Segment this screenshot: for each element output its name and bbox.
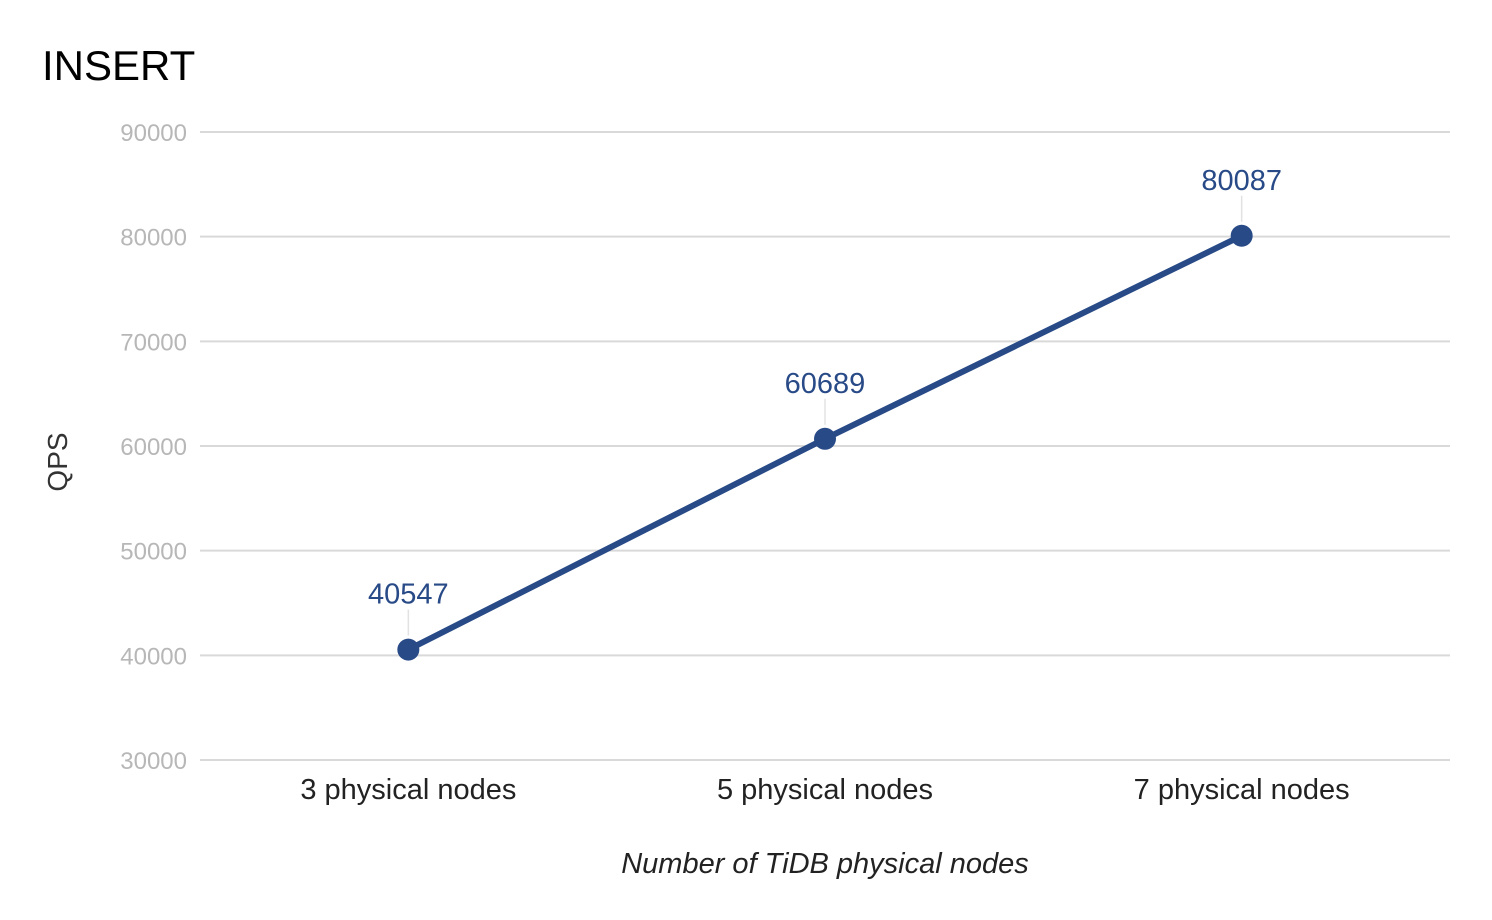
- y-tick-label: 90000: [120, 120, 187, 147]
- y-axis-ticks: 30000 40000 50000 60000 70000 80000 90000: [120, 120, 187, 775]
- data-label: 80087: [1201, 165, 1282, 197]
- data-label-leaders: [407, 195, 1243, 636]
- x-category-label: 3 physical nodes: [300, 774, 516, 806]
- y-tick-label: 40000: [120, 643, 187, 670]
- y-tick-label: 30000: [120, 748, 187, 775]
- x-axis-categories: 3 physical nodes 5 physical nodes 7 physic…: [300, 774, 1349, 806]
- data-point: [1230, 224, 1253, 247]
- y-tick-label: 70000: [120, 329, 187, 356]
- x-category-label: 5 physical nodes: [717, 774, 933, 806]
- y-tick-label: 50000: [120, 539, 187, 566]
- chart-title: INSERT: [42, 42, 195, 89]
- x-axis-title: Number of TiDB physical nodes: [621, 848, 1029, 880]
- data-point: [814, 427, 836, 450]
- data-label: 60689: [785, 368, 866, 400]
- series-points: [397, 224, 1253, 661]
- data-labels: 40547 60689 80087: [368, 165, 1282, 611]
- x-category-label: 7 physical nodes: [1134, 774, 1350, 806]
- y-axis-title: QPS: [42, 432, 73, 491]
- data-label: 40547: [368, 579, 449, 611]
- data-point: [397, 638, 420, 661]
- y-tick-label: 60000: [120, 434, 187, 461]
- y-tick-label: 80000: [120, 225, 187, 252]
